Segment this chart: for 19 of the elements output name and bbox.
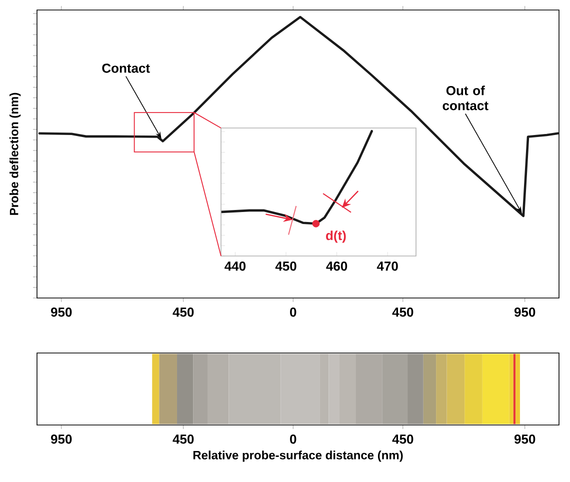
text: Relative probe-surface distance (nm) bbox=[193, 450, 403, 462]
annotation: Contact bbox=[102, 64, 150, 73]
text: 450 bbox=[172, 434, 194, 444]
text: 0 bbox=[290, 434, 296, 444]
y-axis-title: Probe deflection (nm) bbox=[9, 92, 21, 215]
x-tick-label: 450 bbox=[172, 308, 194, 317]
x-tick-label: 470 bbox=[376, 262, 398, 271]
annotation: d(t) bbox=[326, 230, 346, 243]
x-tick-label: 0 bbox=[290, 308, 296, 317]
text: 950 bbox=[514, 434, 536, 444]
annotation: Out of contact bbox=[442, 86, 488, 110]
x-tick-label: 460 bbox=[326, 262, 348, 271]
x-tick-label: 950 bbox=[51, 308, 72, 317]
text: 450 bbox=[392, 434, 414, 444]
x-tick-label: 950 bbox=[514, 308, 536, 317]
x-tick-label: 450 bbox=[392, 308, 414, 317]
x-tick-label: 450 bbox=[275, 262, 296, 271]
x-tick-label: 440 bbox=[224, 262, 246, 271]
text: 950 bbox=[51, 434, 72, 444]
